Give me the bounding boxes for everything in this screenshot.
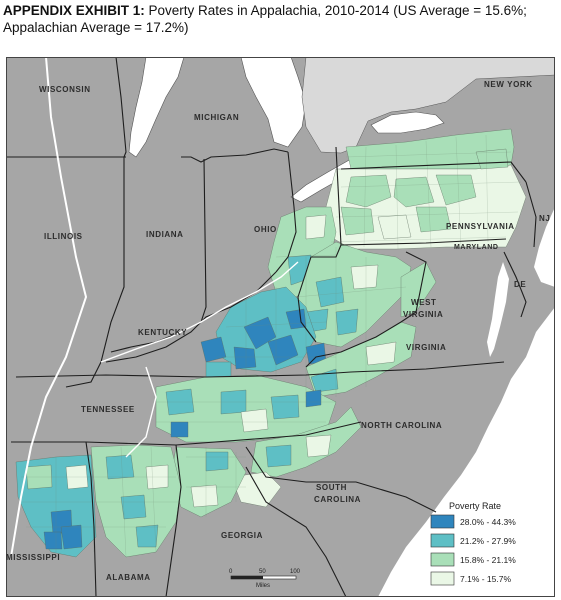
label-indiana: INDIANA	[146, 230, 184, 239]
label-ohio: OHIO	[254, 225, 277, 234]
legend-item: 28.0% - 44.3%	[430, 514, 516, 529]
atlantic-ocean	[378, 307, 555, 597]
label-pennsylvania: PENNSYLVANIA	[446, 222, 515, 231]
legend-label-4: 7.1% - 15.7%	[460, 574, 511, 584]
exhibit-title-label: APPENDIX EXHIBIT 1:	[3, 3, 145, 18]
scale-tick-50: 50	[259, 569, 266, 575]
legend-label-1: 28.0% - 44.3%	[460, 517, 516, 527]
scale-tick-0: 0	[229, 569, 233, 575]
label-nj: NJ	[539, 214, 550, 223]
label-virginia: VIRGINIA	[406, 343, 446, 352]
canada-region	[301, 57, 555, 154]
label-michigan: MICHIGAN	[194, 113, 239, 122]
lake-huron	[240, 57, 307, 148]
scale-tick-100: 100	[290, 569, 301, 575]
label-south-carolina-2: CAROLINA	[314, 495, 361, 504]
map-frame	[6, 57, 555, 597]
scale-unit: Miles	[256, 583, 270, 589]
exhibit-title: APPENDIX EXHIBIT 1: Poverty Rates in App…	[3, 2, 558, 36]
legend-item: 15.8% - 21.1%	[430, 552, 516, 567]
legend-swatch-3	[430, 552, 455, 567]
label-illinois: ILLINOIS	[44, 232, 83, 241]
label-new-york: NEW YORK	[484, 80, 533, 89]
label-west-virginia-2: VIRGINIA	[403, 310, 443, 319]
legend-label-3: 15.8% - 21.1%	[460, 555, 516, 565]
legend-title: Poverty Rate	[449, 501, 501, 511]
label-kentucky: KENTUCKY	[138, 328, 187, 337]
chesapeake-bay	[487, 262, 509, 357]
legend-swatch-1	[430, 514, 455, 529]
label-de: DE	[514, 280, 526, 289]
legend-swatch-4	[430, 571, 455, 586]
label-west-virginia-1: WEST	[411, 298, 437, 307]
scale-bar: 0 50 100 Miles	[229, 569, 301, 589]
ohio-river	[100, 261, 299, 363]
legend-item: 21.2% - 27.9%	[430, 533, 516, 548]
appalachia-poverty-map: WISCONSIN MICHIGAN NEW YORK ILLINOIS IND…	[6, 57, 555, 597]
label-wisconsin: WISCONSIN	[39, 85, 91, 94]
legend: Poverty Rate 28.0% - 44.3% 21.2% - 27.9%…	[430, 501, 516, 586]
label-alabama: ALABAMA	[106, 573, 151, 582]
legend-label-2: 21.2% - 27.9%	[460, 536, 516, 546]
mississippi-river	[10, 57, 88, 558]
nj-coast	[534, 207, 555, 287]
label-mississippi: MISSISSIPPI	[6, 553, 60, 562]
label-maryland: MARYLAND	[454, 244, 499, 251]
lake-ontario	[370, 111, 445, 134]
legend-swatch-2	[430, 533, 455, 548]
label-south-carolina-1: SOUTH	[316, 483, 347, 492]
label-georgia: GEORGIA	[221, 531, 263, 540]
label-tennessee: TENNESSEE	[81, 405, 135, 414]
legend-item: 7.1% - 15.7%	[430, 571, 511, 586]
lake-michigan	[128, 57, 185, 158]
exhibit-title-text: Poverty Rates in Appalachia, 2010-2014 (…	[3, 3, 527, 35]
tennessee-river	[125, 366, 157, 458]
county-grid	[21, 134, 522, 558]
label-north-carolina: NORTH CAROLINA	[361, 421, 442, 430]
